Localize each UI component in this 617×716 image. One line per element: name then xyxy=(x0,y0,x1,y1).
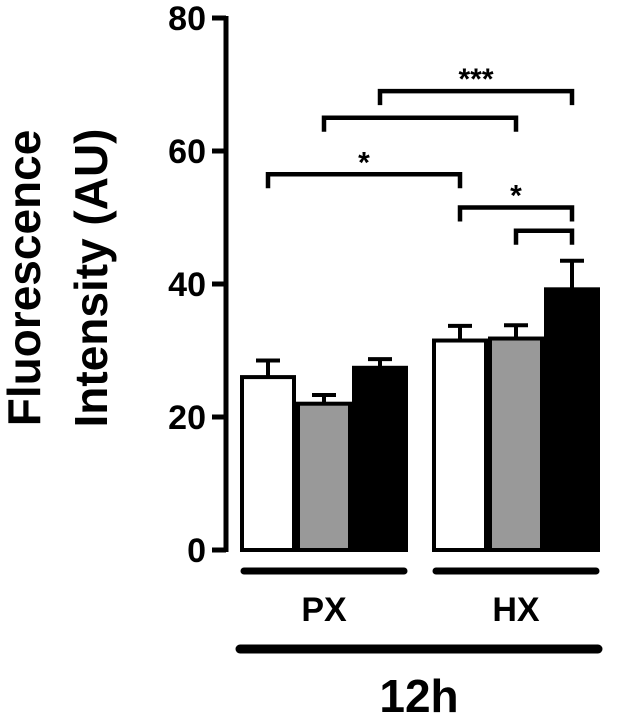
y-tick-label-60: 60 xyxy=(168,133,206,171)
bar-PX-1 xyxy=(296,401,352,553)
bracket-3 xyxy=(457,205,575,222)
significance-label-2: *** xyxy=(458,63,493,96)
y-tick-label-80: 80 xyxy=(168,0,206,38)
bar-HX-2 xyxy=(544,287,600,552)
bracket-2 xyxy=(377,88,575,106)
significance-brackets: ***** xyxy=(265,63,575,245)
group-label-PX: PX xyxy=(301,591,347,629)
y-tick-label-40: 40 xyxy=(168,266,206,304)
y-axis-label-line2: Intensity (AU) xyxy=(65,129,117,428)
significance-label-3: * xyxy=(510,180,522,213)
bracket-0 xyxy=(265,172,463,189)
y-tick-label-0: 0 xyxy=(187,532,206,570)
bracket-1 xyxy=(321,115,519,132)
bars xyxy=(240,287,600,553)
time-label: 12h xyxy=(379,670,458,716)
y-tick-label-20: 20 xyxy=(168,399,206,437)
bar-HX-0 xyxy=(432,338,488,552)
bar-PX-2 xyxy=(352,365,408,553)
group-labels: PX HX xyxy=(240,567,600,629)
bar-HX-1 xyxy=(488,336,544,552)
error-bars xyxy=(256,258,584,404)
group-label-HX: HX xyxy=(492,591,540,629)
y-axis-label: Fluorescence Intensity (AU) xyxy=(0,129,117,428)
y-axis: 0 20 40 60 80 xyxy=(168,0,229,570)
significance-label-0: * xyxy=(358,146,370,179)
bracket-4 xyxy=(513,228,575,245)
y-axis-label-line1: Fluorescence xyxy=(0,130,50,427)
bar-PX-0 xyxy=(240,375,296,552)
